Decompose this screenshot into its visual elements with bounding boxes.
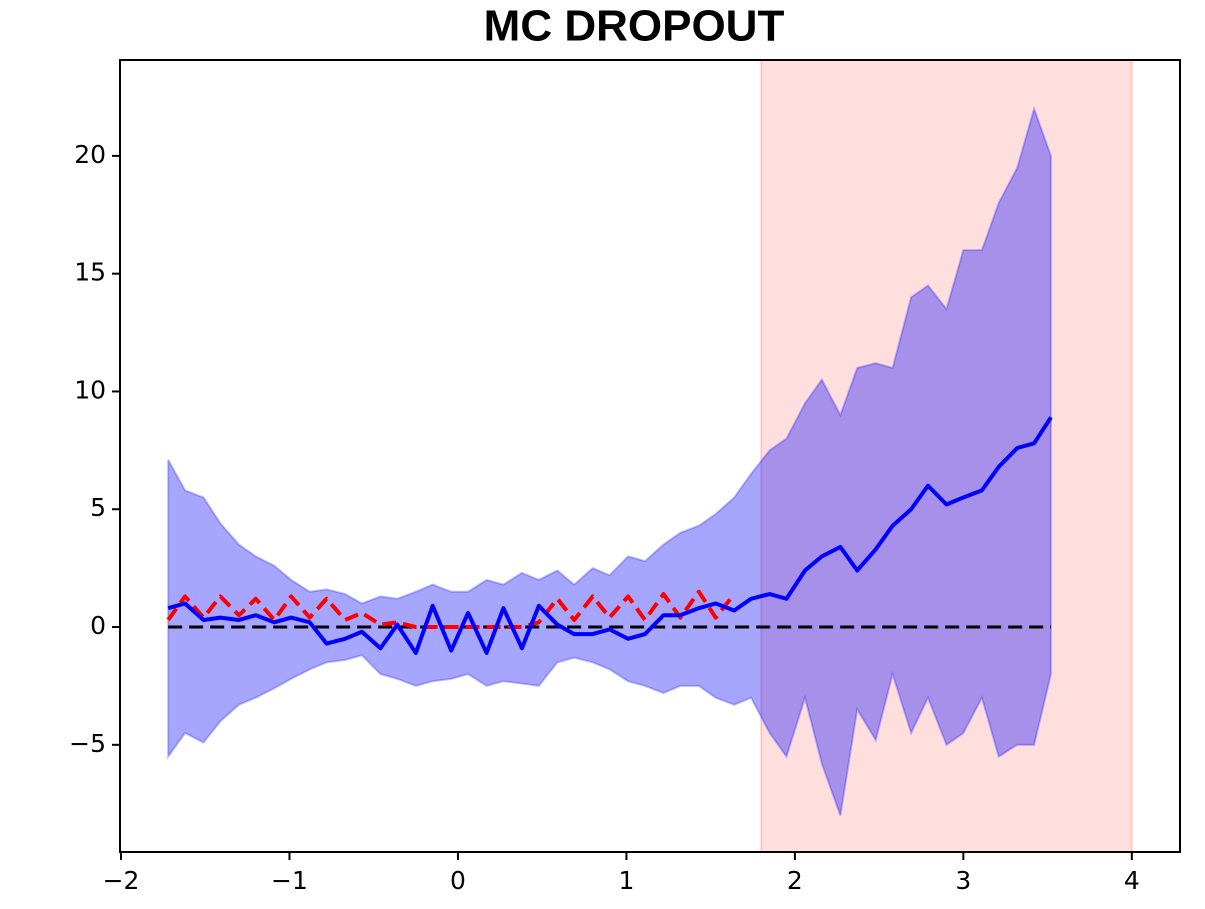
x-tick-label: −2 [103,866,140,895]
y-tick-label: 10 [74,375,106,404]
x-tick-label: 4 [1124,866,1140,895]
x-tick-label: −1 [271,866,308,895]
y-tick-label: 20 [74,140,106,169]
plot-frame [119,59,1181,853]
chart-title: MC DROPOUT [484,2,785,51]
shaded-region [760,59,1133,853]
y-tick-label: 5 [90,493,106,522]
line [166,589,736,630]
y-tick-label: 0 [90,611,106,640]
x-tick-label: 0 [450,866,466,895]
x-tick-label: 1 [618,866,634,895]
y-tick-label: 15 [74,258,106,287]
x-tick-label: 2 [787,866,803,895]
line [167,416,1053,655]
y-tick-label: −5 [69,729,106,758]
x-tick-label: 3 [955,866,971,895]
